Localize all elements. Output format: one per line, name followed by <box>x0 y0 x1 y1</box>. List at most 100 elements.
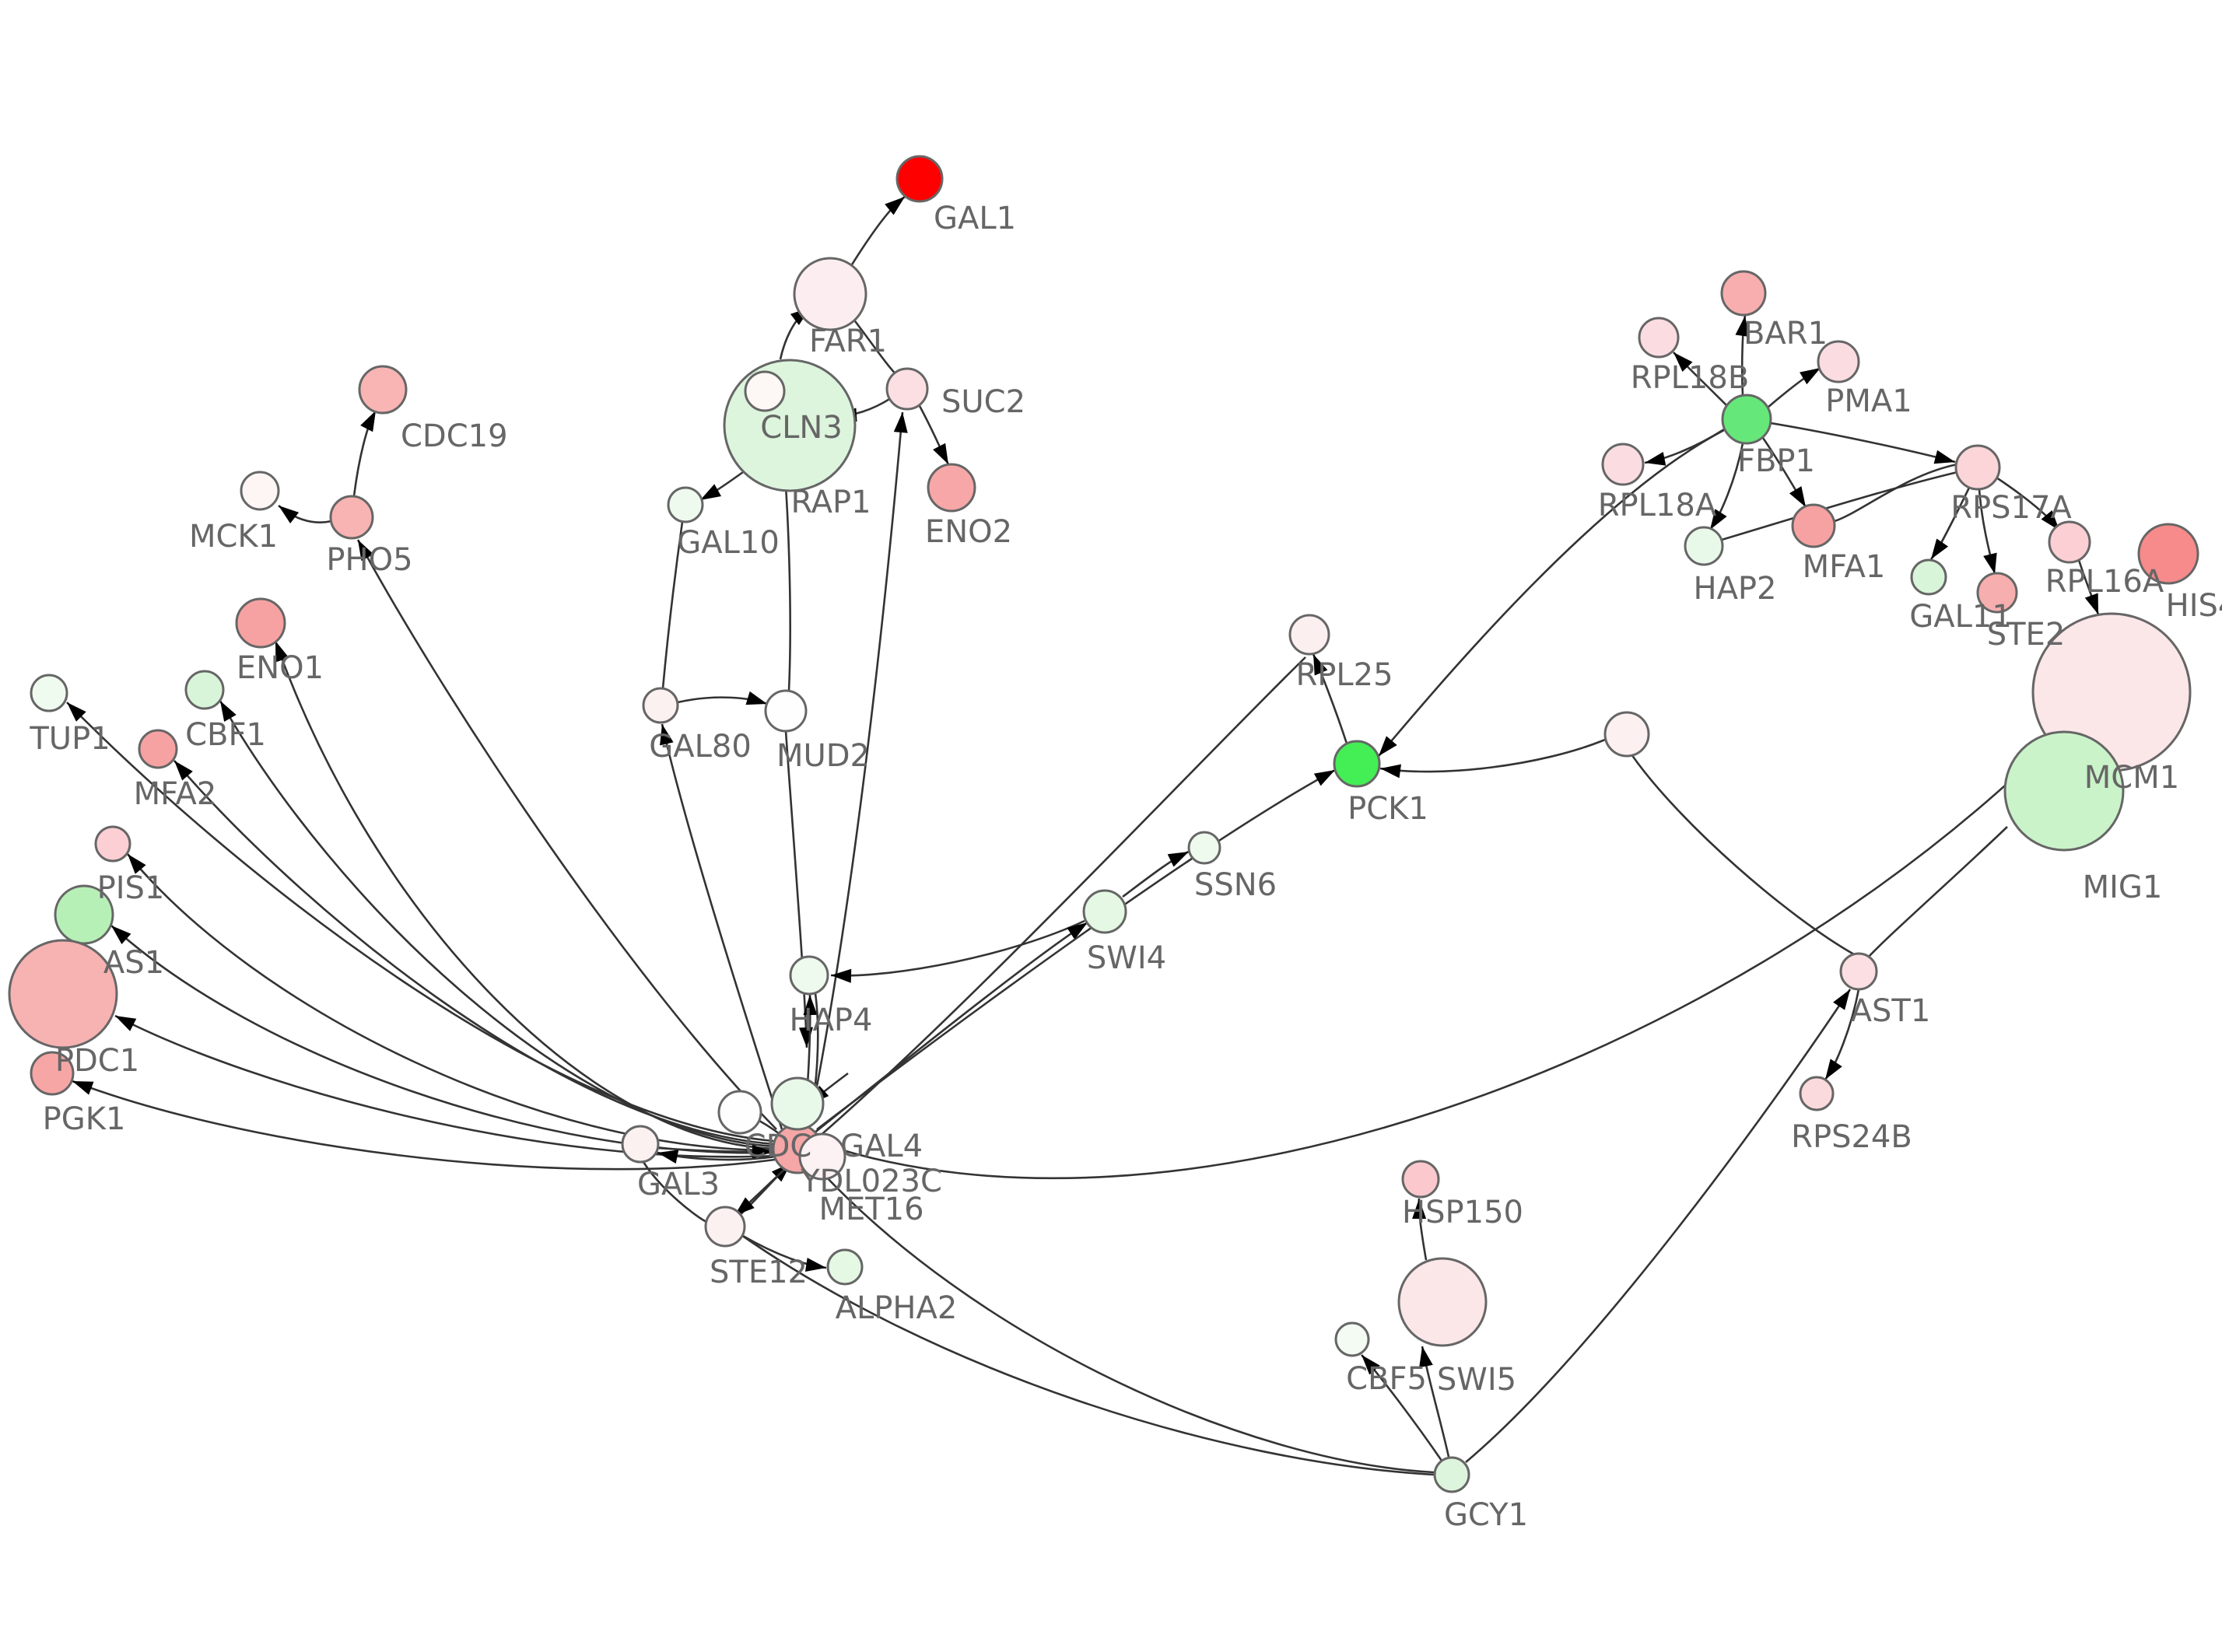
node-pis1[interactable] <box>94 825 131 863</box>
node-label-gal80: GAL80 <box>649 729 752 765</box>
arrowhead-pma1 <box>1800 368 1821 385</box>
node-pck1[interactable] <box>1333 740 1381 788</box>
node-suc2[interactable] <box>885 367 929 411</box>
node-rps17a[interactable] <box>1954 444 2001 491</box>
node-ssn6[interactable] <box>1187 831 1221 865</box>
node-eno2[interactable] <box>927 463 976 513</box>
node-label-pho5: PHO5 <box>326 542 412 578</box>
node-hsp150[interactable] <box>1401 1160 1440 1199</box>
node-rpl18b[interactable] <box>1638 317 1680 359</box>
node-label-gal11: GAL11 <box>1909 599 2012 635</box>
arrowhead-hsp150 <box>1412 1199 1427 1220</box>
label-layer: GAL1 FAR1 SUC2 ENO2 CLN3 RAP1 GAL10 CDC19 MCK1 PH… <box>29 201 2222 1533</box>
edge-gal4-to-pho5 <box>356 539 777 1130</box>
node-label-ydl023c: YDL023C <box>800 1164 942 1199</box>
node-far1[interactable] <box>793 257 867 331</box>
arrowhead-ste12 <box>734 1197 755 1216</box>
node-gcy1[interactable] <box>1433 1456 1470 1493</box>
arrowhead-suc2 <box>893 412 908 433</box>
node-hap4[interactable] <box>789 955 829 996</box>
node-mck1[interactable] <box>240 471 280 511</box>
arrowhead-rpl18b <box>1674 352 1693 372</box>
node-bar1[interactable] <box>1720 270 1767 317</box>
node-eno1[interactable] <box>235 597 286 649</box>
node-hap2[interactable] <box>1684 526 1724 566</box>
node-swi4[interactable] <box>1082 889 1127 934</box>
arrowhead-cbf5 <box>1362 1355 1380 1375</box>
node-fbp1[interactable] <box>1721 394 1772 445</box>
arrowhead-gal1 <box>885 197 905 215</box>
node-label-eno1: ENO1 <box>237 650 324 686</box>
node-label-mfa1: MFA1 <box>1803 549 1886 585</box>
node-mud2[interactable] <box>764 689 808 733</box>
arrowhead-pho5 <box>358 540 374 562</box>
node-label-rpl18b: RPL18B <box>1631 360 1750 396</box>
node-rps24b[interactable] <box>1799 1076 1835 1111</box>
node-his4[interactable] <box>2137 523 2199 585</box>
node-gal11[interactable] <box>1910 558 1947 596</box>
node-label-hap2: HAP2 <box>1693 571 1776 607</box>
arrowhead-tup1 <box>67 702 86 722</box>
node-gal1[interactable] <box>895 155 944 203</box>
node-label-gal4: GAL4 <box>840 1129 923 1164</box>
node-label-mcm1: MCM1 <box>2084 760 2179 796</box>
node-rpl18a[interactable] <box>1601 443 1645 486</box>
node-label-gcy1: GCY1 <box>1444 1497 1528 1533</box>
node-node_a[interactable] <box>1603 711 1650 758</box>
node-label-gal1: GAL1 <box>934 201 1016 236</box>
node-ydl023c[interactable] <box>798 1132 846 1181</box>
node-swi5[interactable] <box>1397 1257 1488 1347</box>
node-alpha2[interactable] <box>826 1248 864 1286</box>
node-rap1[interactable] <box>744 370 786 412</box>
node-ast1[interactable] <box>1839 952 1878 991</box>
node-pdc1[interactable] <box>8 939 118 1049</box>
edge-hap2-to-rps17a <box>1721 471 1958 541</box>
arrowhead-hap2 <box>1710 509 1727 530</box>
edge-gal4-to-rpl25 <box>818 656 1306 1138</box>
node-label-gal10: GAL10 <box>677 525 780 561</box>
node-gal3[interactable] <box>621 1125 660 1164</box>
node-gal10[interactable] <box>667 486 704 523</box>
node-pma1[interactable] <box>1817 340 1860 383</box>
node-mfa2[interactable] <box>138 729 178 769</box>
edge-gal4-to-pck1 <box>816 768 1336 1131</box>
arrowhead-pck1 <box>1313 770 1335 786</box>
node-label-swi5: SWI5 <box>1437 1362 1516 1398</box>
edge-gal80-to-gal10 <box>661 521 684 689</box>
arrowhead-mud2 <box>745 691 767 705</box>
node-pho5[interactable] <box>329 495 374 540</box>
node-label-cdc19: CDC19 <box>401 418 508 454</box>
node-pgk1[interactable] <box>30 1051 75 1096</box>
node-tup1[interactable] <box>30 674 68 712</box>
edge-gal4-to-cbf1 <box>219 700 776 1148</box>
node-label-mck1: MCK1 <box>189 519 278 555</box>
arrowhead-mck1 <box>279 506 300 524</box>
node-cdc19[interactable] <box>358 365 408 415</box>
node-mfa1[interactable] <box>1791 503 1836 548</box>
arrowhead-hap4 <box>803 995 818 1016</box>
arrowhead-rpl16a <box>2041 510 2059 530</box>
arrowhead-mfa1 <box>1789 486 1806 507</box>
node-gal80[interactable] <box>642 687 679 724</box>
node-ste12[interactable] <box>704 1206 746 1248</box>
arrowhead-rpl18a <box>1645 452 1666 466</box>
node-cdc[interactable] <box>717 1090 762 1135</box>
node-rpl25[interactable] <box>1288 614 1330 656</box>
node-mig1[interactable] <box>2003 730 2125 852</box>
edge-gal4-to-eno1 <box>274 640 776 1150</box>
node-met16[interactable] <box>770 1076 825 1131</box>
node-layer <box>8 155 2199 1493</box>
node-label-hap4: HAP4 <box>789 1003 872 1038</box>
node-cbf1[interactable] <box>184 670 225 710</box>
node-rpl16a[interactable] <box>2048 520 2091 564</box>
node-cbf5[interactable] <box>1334 1321 1370 1357</box>
node-label-ast1: AST1 <box>1851 993 1931 1029</box>
node-label-pis1: PIS1 <box>97 870 165 906</box>
node-ste2[interactable] <box>1976 572 2018 614</box>
arrowhead-eno2 <box>933 443 948 464</box>
arrowhead-pck1 <box>1380 764 1401 779</box>
edge-node_a-to-ast1 <box>1630 754 1855 956</box>
node-label-mfa2: MFA2 <box>134 776 217 812</box>
